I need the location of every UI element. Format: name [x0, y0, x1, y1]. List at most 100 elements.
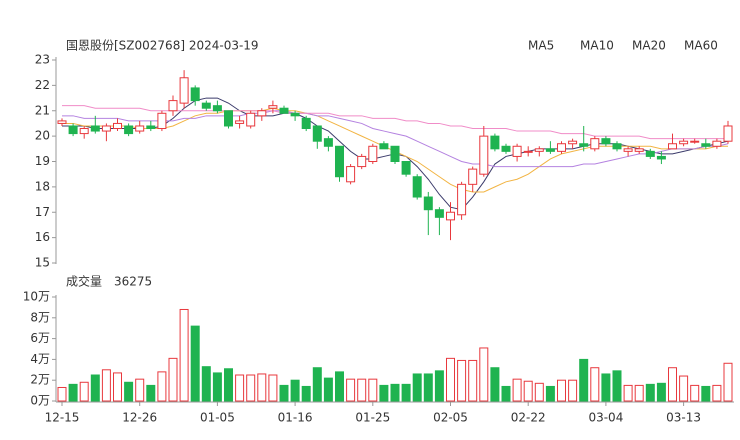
candle-body: [335, 145, 344, 178]
volume-bar: [446, 357, 455, 402]
candle-body: [468, 168, 478, 185]
y-tick-label: 4万: [30, 352, 50, 366]
volume-bar: [534, 382, 544, 402]
candle-body: [246, 112, 256, 127]
candle-body: [579, 143, 589, 147]
y-tick-label: 0万: [30, 394, 50, 408]
chart-title: 国恩股份[SZ002768] 2024-03-19: [66, 39, 259, 53]
candle-body: [634, 148, 644, 152]
volume-bar: [124, 381, 134, 402]
volume-bar: [590, 367, 600, 402]
y-tick-label: 23: [35, 53, 50, 67]
candle-body: [390, 145, 400, 162]
candle-body: [235, 120, 245, 124]
candle-body: [568, 140, 578, 145]
volume-bar: [201, 366, 211, 402]
candle-body: [590, 138, 600, 150]
volume-bar: [679, 375, 689, 402]
volume-bar: [212, 372, 222, 402]
candle-body: [545, 148, 555, 152]
candle-body: [501, 145, 511, 152]
legend-label: MA10: [580, 39, 614, 53]
volume-bar: [368, 378, 378, 402]
volume-bar: [545, 385, 555, 402]
legend-label: MA20: [632, 39, 666, 53]
volume-bar: [656, 382, 666, 402]
candle-body: [301, 117, 311, 130]
candle-body: [679, 140, 689, 145]
volume-bar: [146, 384, 156, 402]
volume-bar: [468, 359, 478, 402]
volume-bar: [557, 379, 566, 402]
candle-body: [368, 145, 378, 162]
volume-bar: [79, 381, 89, 402]
candle-body: [312, 125, 322, 142]
volume-bar: [501, 385, 511, 402]
y-tick-label: 18: [35, 179, 50, 193]
volume-bar: [479, 347, 489, 402]
x-tick-label: 01-05: [200, 411, 235, 425]
volume-bar: [246, 374, 256, 402]
volume-bar: [701, 385, 711, 402]
volume-bar: [346, 378, 356, 402]
volume-bar: [290, 379, 300, 402]
candle-body: [523, 150, 533, 153]
volume-bar: [612, 370, 622, 402]
candle-body: [401, 161, 411, 175]
volume-bar: [357, 378, 367, 402]
volume-bar: [323, 377, 333, 402]
candle-body: [146, 125, 156, 130]
volume-bar: [490, 367, 500, 402]
volume-bar: [523, 380, 533, 402]
volume-bar: [690, 384, 700, 402]
candle-body: [601, 138, 611, 145]
x-tick-label: 02-05: [433, 411, 468, 425]
y-tick-label: 17: [35, 205, 50, 219]
legend-label: MA60: [684, 39, 718, 53]
volume-bar: [301, 385, 311, 402]
candle-body: [268, 105, 278, 109]
candle-body: [701, 143, 711, 147]
x-tick-label: 01-16: [278, 411, 313, 425]
volume-bar: [645, 383, 655, 402]
y-tick-label: 6万: [30, 331, 50, 345]
candle-body: [157, 112, 167, 130]
volume-bar: [423, 373, 433, 402]
volume-bar: [601, 373, 611, 402]
x-tick-label: 12-26: [122, 411, 157, 425]
y-tick-label: 21: [35, 103, 50, 117]
volume-bar: [568, 379, 578, 402]
candle-body: [179, 77, 189, 104]
candle-body: [434, 209, 444, 218]
volume-bar: [434, 370, 444, 402]
candle-body: [279, 107, 289, 114]
candle-body: [135, 125, 145, 132]
volume-bar: [457, 359, 467, 402]
y-tick-label: 8万: [30, 310, 50, 324]
candle-body: [512, 145, 522, 157]
volume-bar: [401, 383, 411, 402]
volume-bar: [168, 357, 178, 402]
volume-bar: [379, 384, 389, 402]
volume-bar: [68, 383, 78, 402]
volume-bar: [712, 384, 722, 402]
candle-body: [357, 155, 367, 168]
candle-body: [490, 135, 500, 150]
legend-label: MA5: [528, 39, 554, 53]
x-tick-label: 01-25: [355, 411, 390, 425]
volume-bar: [412, 373, 422, 402]
candle-body: [612, 143, 622, 150]
y-tick-label: 22: [35, 78, 50, 92]
candle-body: [668, 143, 677, 150]
candle-body: [534, 148, 544, 152]
volume-bar: [257, 373, 267, 402]
candle-body: [57, 120, 67, 124]
volume-bar: [179, 308, 189, 402]
candle-body: [656, 155, 666, 160]
candle-body: [212, 105, 222, 112]
candle-body: [113, 122, 122, 130]
candle-body: [68, 125, 78, 135]
volume-bar: [512, 378, 522, 402]
candle-body: [412, 176, 422, 198]
